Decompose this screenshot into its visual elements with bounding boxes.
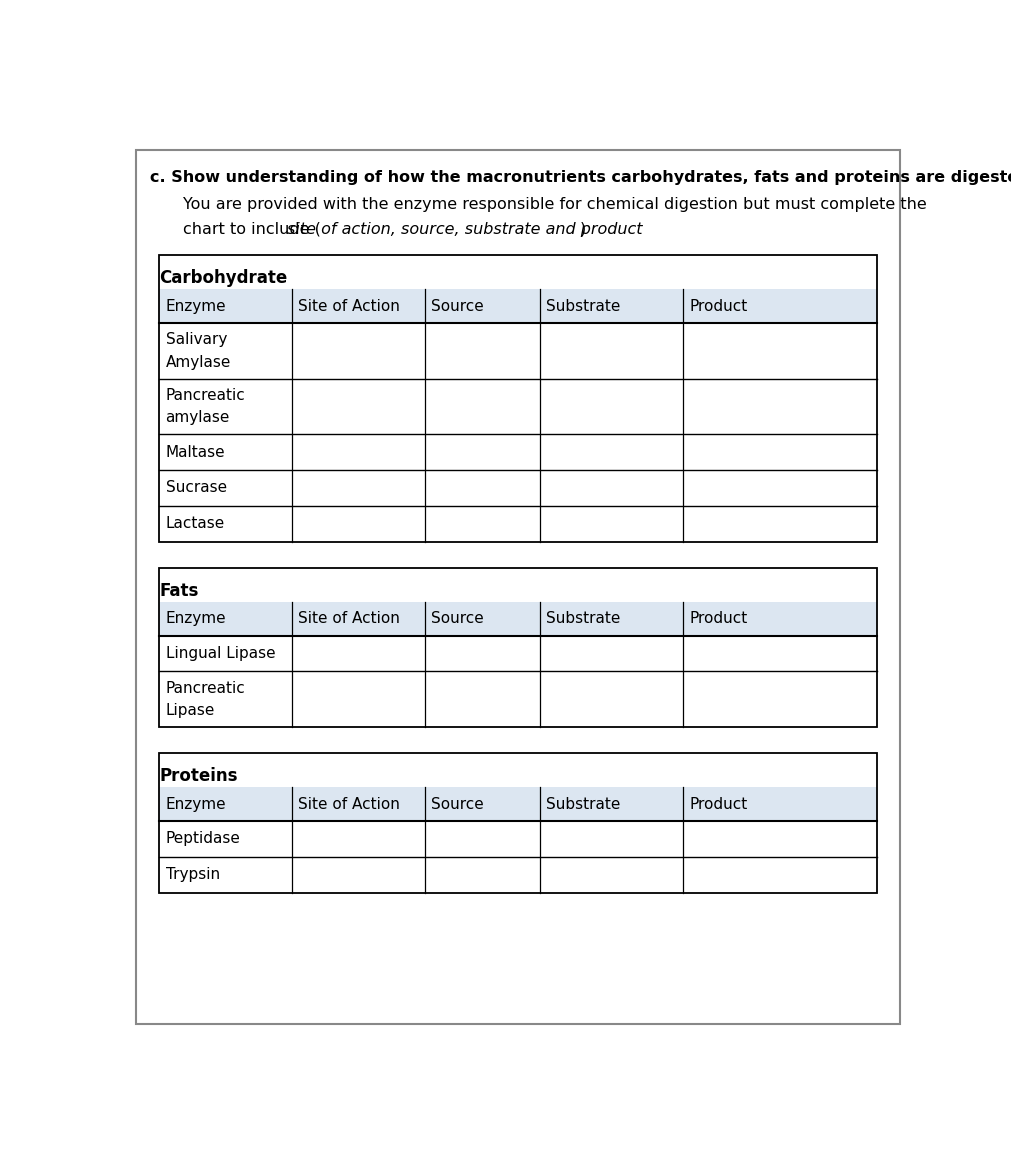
Text: Pancreatic: Pancreatic bbox=[166, 680, 246, 695]
Bar bbox=[160, 379, 877, 434]
Text: amylase: amylase bbox=[166, 411, 229, 424]
Text: Substrate: Substrate bbox=[546, 299, 621, 314]
Text: Pancreatic: Pancreatic bbox=[166, 387, 246, 402]
Text: Substrate: Substrate bbox=[546, 612, 621, 626]
Text: Enzyme: Enzyme bbox=[166, 797, 226, 812]
Bar bbox=[160, 470, 877, 506]
Text: Product: Product bbox=[690, 612, 748, 626]
Bar bbox=[160, 636, 877, 671]
Text: Product: Product bbox=[690, 299, 748, 314]
Text: Sucrase: Sucrase bbox=[166, 480, 226, 495]
Text: Site of Action: Site of Action bbox=[298, 299, 400, 314]
Text: Maltase: Maltase bbox=[166, 444, 225, 459]
Text: Source: Source bbox=[431, 797, 484, 812]
Bar bbox=[160, 601, 877, 636]
Text: Fats: Fats bbox=[160, 582, 198, 600]
Text: Amylase: Amylase bbox=[166, 355, 231, 370]
Text: Lingual Lipase: Lingual Lipase bbox=[166, 647, 275, 661]
Text: You are provided with the enzyme responsible for chemical digestion but must com: You are provided with the enzyme respons… bbox=[183, 197, 926, 212]
Text: Site of Action: Site of Action bbox=[298, 612, 400, 626]
Text: site of action, source, substrate and product: site of action, source, substrate and pr… bbox=[287, 222, 643, 237]
Text: ): ) bbox=[579, 222, 585, 237]
Bar bbox=[160, 255, 877, 542]
Bar bbox=[160, 290, 877, 323]
Text: Proteins: Proteins bbox=[160, 768, 238, 785]
Bar bbox=[160, 671, 877, 727]
Text: Lactase: Lactase bbox=[166, 516, 224, 531]
Text: Enzyme: Enzyme bbox=[166, 299, 226, 314]
Bar bbox=[160, 787, 877, 821]
Text: Substrate: Substrate bbox=[546, 797, 621, 812]
Text: Trypsin: Trypsin bbox=[166, 868, 219, 883]
Text: c. Show understanding of how the macronutrients carbohydrates, fats and proteins: c. Show understanding of how the macronu… bbox=[150, 170, 1011, 185]
Bar bbox=[160, 821, 877, 857]
Bar bbox=[160, 568, 877, 727]
Bar bbox=[160, 506, 877, 542]
Text: Peptidase: Peptidase bbox=[166, 832, 241, 847]
Text: chart to include (: chart to include ( bbox=[183, 222, 320, 237]
Text: Carbohydrate: Carbohydrate bbox=[160, 270, 287, 287]
Bar bbox=[160, 323, 877, 379]
Bar bbox=[160, 857, 877, 893]
Text: Product: Product bbox=[690, 797, 748, 812]
FancyBboxPatch shape bbox=[135, 150, 901, 1025]
Text: Source: Source bbox=[431, 299, 484, 314]
Bar bbox=[160, 434, 877, 470]
Bar bbox=[160, 752, 877, 893]
Text: Source: Source bbox=[431, 612, 484, 626]
Text: Lipase: Lipase bbox=[166, 702, 215, 718]
Text: Enzyme: Enzyme bbox=[166, 612, 226, 626]
Text: Salivary: Salivary bbox=[166, 333, 226, 348]
Text: Site of Action: Site of Action bbox=[298, 797, 400, 812]
